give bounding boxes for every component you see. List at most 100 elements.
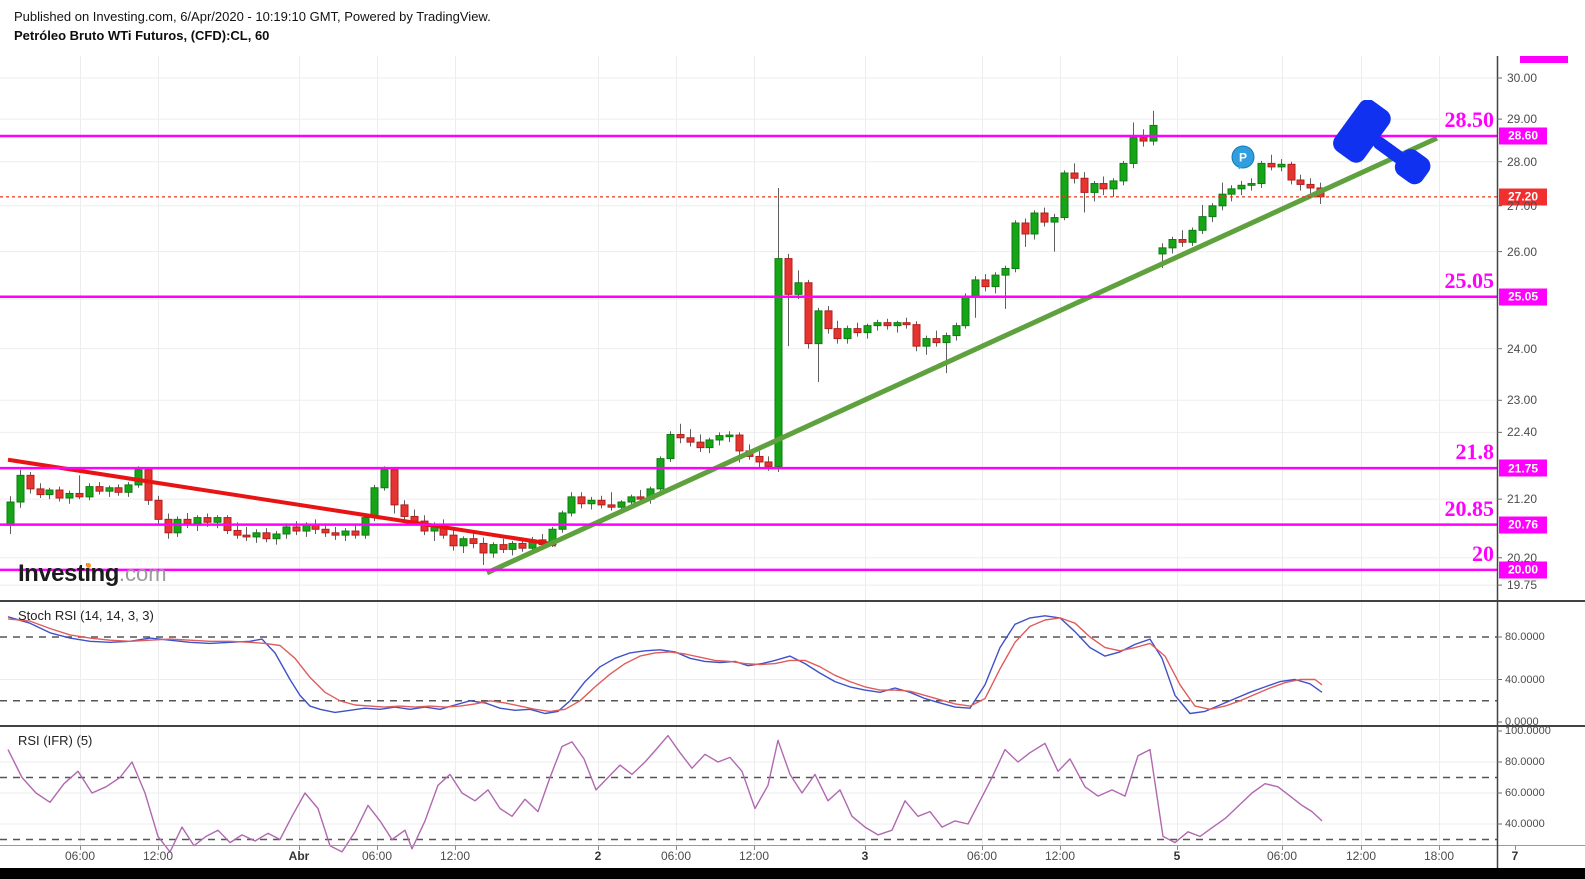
- candle-body: [351, 530, 360, 536]
- candle-body: [567, 496, 576, 514]
- candle-body: [6, 501, 15, 526]
- candle-body: [1208, 205, 1217, 218]
- candle-body: [341, 530, 350, 536]
- candle-body: [1149, 124, 1158, 142]
- candle-body: [587, 499, 596, 505]
- candle-body: [233, 529, 242, 536]
- time-axis-label: 12:00: [142, 849, 174, 863]
- candle-body: [1267, 162, 1276, 168]
- candle-body: [400, 504, 409, 517]
- candle-body: [65, 492, 74, 499]
- stoch-axis-label: 40.0000: [1505, 673, 1545, 686]
- candle-body: [95, 486, 104, 492]
- time-axis-label: 3: [861, 849, 869, 863]
- candle-body: [499, 544, 508, 550]
- candle-body: [154, 499, 163, 520]
- candle-body: [883, 322, 892, 327]
- candle-body: [16, 474, 25, 503]
- ascending-support-trendline: [485, 135, 1439, 576]
- candle-body: [1296, 179, 1305, 185]
- investing-logo[interactable]: Investing.com: [18, 560, 167, 588]
- clipped-price-label: [1520, 56, 1568, 63]
- price-level-label: 20.85: [1444, 495, 1495, 521]
- price-level-axis-label: 25.05: [1499, 288, 1547, 306]
- stoch-axis-label: 0.0000: [1505, 716, 1539, 728]
- stoch-rsi-label: Stoch RSI (14, 14, 3, 3): [18, 608, 154, 623]
- logo-i-dot: i: [84, 560, 91, 587]
- price-level-label: 25.05: [1444, 267, 1495, 293]
- time-axis-label: 18:00: [1423, 849, 1455, 863]
- rsi-axis-label: 40.0000: [1505, 818, 1545, 830]
- candle-body: [479, 542, 488, 554]
- candle-body: [676, 434, 685, 439]
- candle-body: [1060, 172, 1069, 219]
- gavel-drawing-icon[interactable]: [1318, 100, 1438, 192]
- candle-body: [134, 469, 143, 486]
- candle-body: [873, 322, 882, 327]
- candle-body: [922, 338, 931, 347]
- price-level-label: 20: [1472, 540, 1494, 566]
- candle-body: [105, 487, 114, 492]
- candle-body: [183, 518, 192, 524]
- candle-body: [489, 544, 498, 554]
- rsi-axis-label: 60.0000: [1505, 787, 1545, 799]
- candle-body: [794, 282, 803, 295]
- candle-body: [1050, 217, 1059, 223]
- candle-body: [36, 488, 45, 496]
- candle-body: [1198, 216, 1207, 231]
- candle-body: [1237, 184, 1246, 190]
- price-tick-label: 29.00: [1507, 112, 1538, 127]
- candle-body: [213, 517, 222, 523]
- candle-body: [252, 532, 261, 538]
- candle-body: [262, 532, 271, 540]
- rsi-axis-label: 80.0000: [1505, 756, 1545, 768]
- candle-body: [627, 496, 636, 503]
- price-level-label: 21.8: [1455, 439, 1495, 465]
- candle-body: [1030, 212, 1039, 235]
- candle-body: [1109, 180, 1118, 190]
- candle-body: [1188, 229, 1197, 243]
- candle-body: [971, 279, 980, 297]
- candle-body: [518, 542, 527, 549]
- price-tick-label: 23.00: [1507, 393, 1538, 408]
- candle-body: [1011, 222, 1020, 269]
- price-tick-label: 22.40: [1507, 425, 1538, 440]
- candle-body: [1129, 137, 1138, 164]
- candle-body: [636, 496, 645, 500]
- candle-body: [843, 328, 852, 340]
- descending-resistance-trendline: [7, 457, 557, 547]
- candle-body: [370, 487, 379, 519]
- logo-suffix: .com: [118, 561, 167, 586]
- candle-body: [1218, 193, 1227, 207]
- candle-body: [124, 484, 133, 493]
- candle-body: [114, 487, 123, 493]
- time-axis-label: 06:00: [361, 849, 393, 863]
- price-tick-label: 20.20: [1507, 550, 1538, 565]
- time-axis-label: 12:00: [1345, 849, 1377, 863]
- candle-body: [1021, 222, 1030, 235]
- candle-body: [331, 532, 340, 536]
- time-axis-label: 06:00: [1266, 849, 1298, 863]
- candle-body: [656, 458, 665, 490]
- candle-body: [932, 338, 941, 344]
- time-axis-label: 06:00: [660, 849, 692, 863]
- candle-body: [853, 328, 862, 334]
- candle-body: [380, 469, 389, 489]
- candle-body: [193, 517, 202, 524]
- last-price-axis-label: 27.20: [1499, 188, 1547, 206]
- candle-body: [449, 534, 458, 547]
- candle-body: [321, 528, 330, 534]
- position-marker[interactable]: P: [1231, 145, 1255, 169]
- candle-body: [1099, 183, 1108, 190]
- price-tick-label: 28.00: [1507, 154, 1538, 169]
- price-level-axis-label: 21.75: [1499, 459, 1547, 477]
- candle-body: [686, 437, 695, 443]
- candle-body: [942, 335, 951, 344]
- candle-body: [774, 258, 783, 467]
- candle-body: [952, 325, 961, 337]
- time-axis-label: 7: [1511, 849, 1519, 863]
- candle-body: [715, 435, 724, 441]
- time-axis-label: 12:00: [1044, 849, 1076, 863]
